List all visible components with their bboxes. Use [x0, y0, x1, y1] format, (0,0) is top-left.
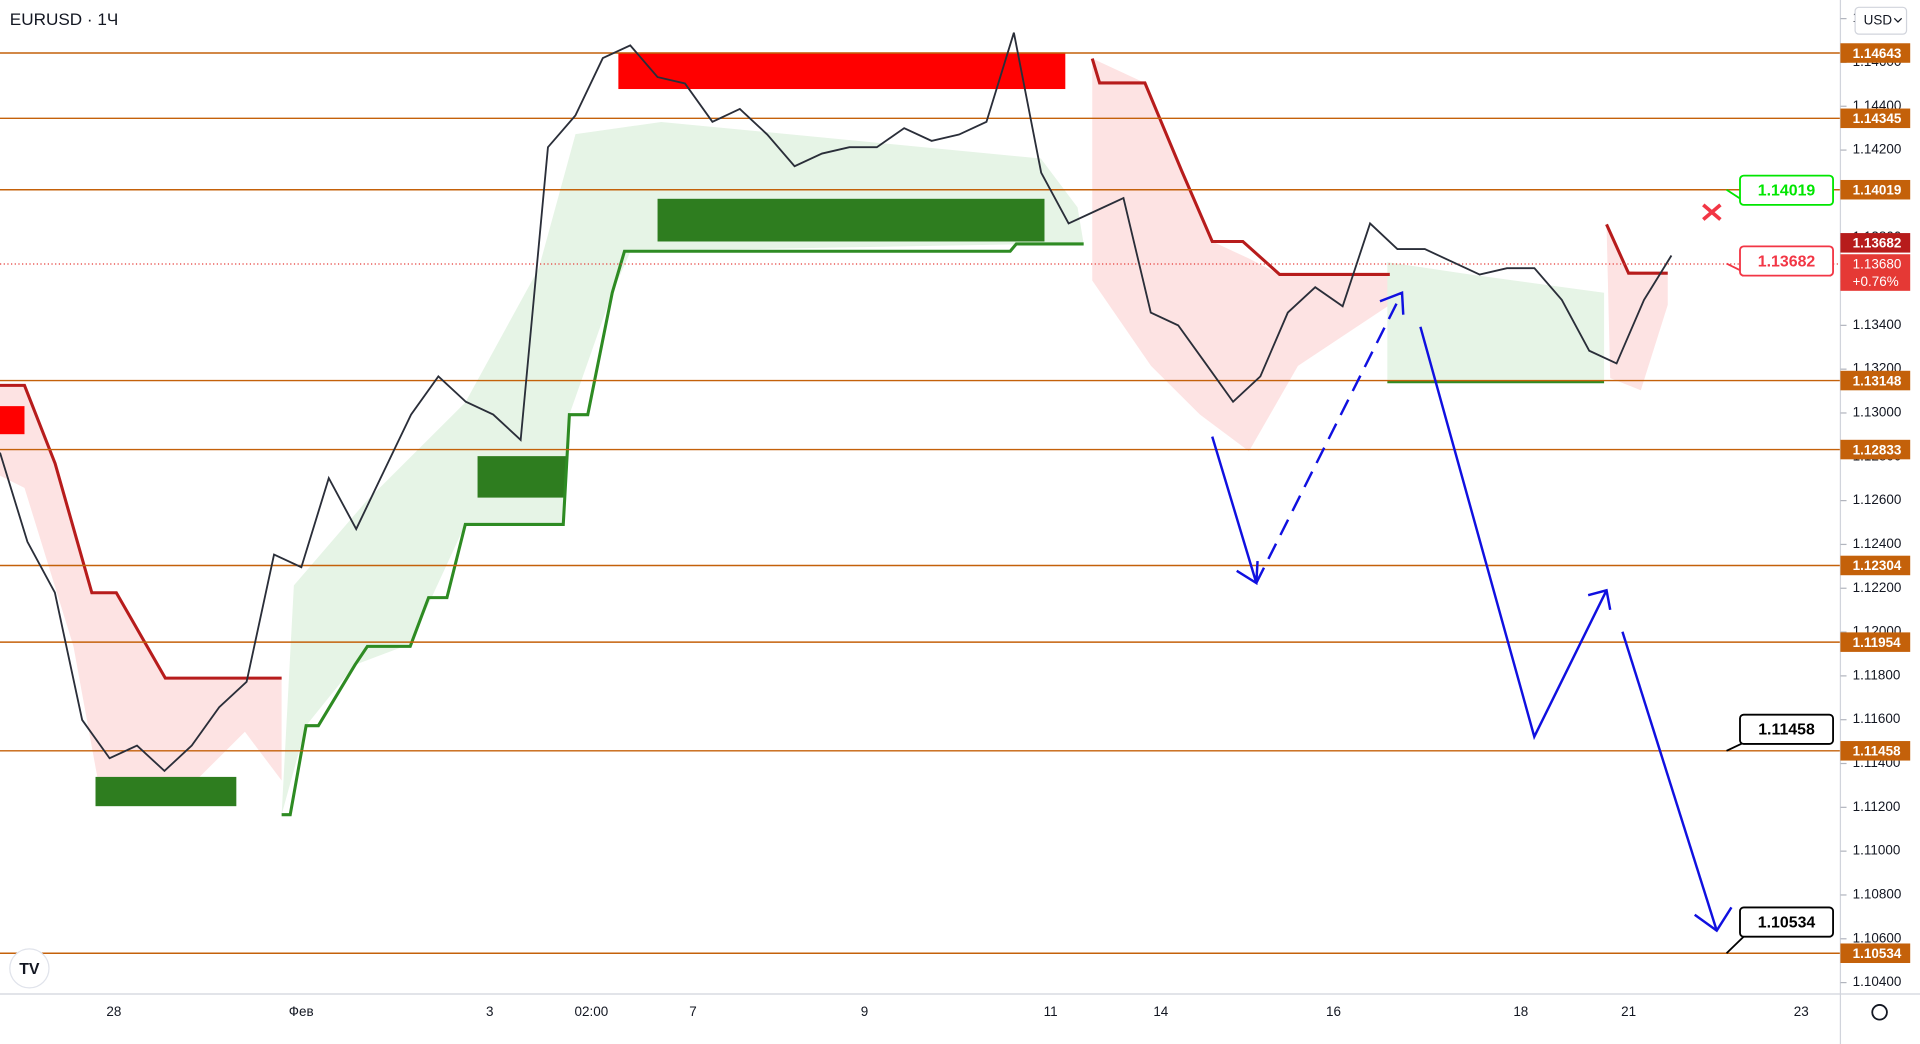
- callout-box: [1739, 713, 1834, 745]
- bear-zone: [1606, 224, 1668, 391]
- supply-box: [0, 406, 25, 435]
- x-tick-label: 14: [1153, 1004, 1169, 1019]
- callout-box: [1739, 245, 1834, 277]
- level-labels: 1.14643 1.14345 1.14019 1.13148 1.12833 1.123…: [1840, 43, 1911, 964]
- y-tick-label: 1.10400: [1853, 974, 1902, 989]
- x-tick-label: 21: [1621, 1004, 1636, 1019]
- level-label-bg: [1840, 108, 1911, 129]
- y-tick-label: 1.14200: [1853, 142, 1902, 157]
- arrow-head: [1379, 290, 1405, 315]
- level-label-bg: [1840, 943, 1911, 964]
- bear-zone: [1092, 58, 1390, 452]
- price-line: [0, 32, 1673, 773]
- y-tick-label: 1.13000: [1853, 405, 1902, 420]
- annotations: 1.14019 1.13682 1.11458 1.10534: [1725, 174, 1834, 954]
- trend-line: [281, 242, 1084, 817]
- currency-button[interactable]: [1854, 6, 1908, 35]
- level-label-bg: [1840, 555, 1911, 576]
- x-tick-label: 02:00: [575, 1004, 609, 1019]
- logo-text: TV: [19, 961, 40, 978]
- arrow: [1255, 292, 1404, 584]
- y-tick-label: 1.11600: [1853, 711, 1901, 726]
- level-label: 1.12304: [1853, 558, 1902, 573]
- stop-label-bg: [1840, 233, 1911, 253]
- callout-label: 1.10534: [1758, 914, 1816, 931]
- arrow-head: [1587, 588, 1612, 611]
- level-label-bg: [1840, 179, 1911, 200]
- bull-zone: [281, 121, 1084, 815]
- arrow: [1621, 631, 1718, 931]
- x-tick-label: Фев: [289, 1004, 314, 1019]
- y-tick-label: 1.11000: [1853, 843, 1901, 858]
- y-tick-label: 1.12200: [1853, 580, 1902, 595]
- demand-box: [477, 456, 566, 498]
- callout-label: 1.14019: [1758, 183, 1816, 200]
- price-grid: [0, 52, 1841, 954]
- level-label-bg: [1840, 439, 1911, 460]
- x-tick-label: 3: [486, 1004, 493, 1019]
- last-price-bg: [1840, 254, 1911, 291]
- y-tick-label: 1.12400: [1853, 536, 1902, 551]
- callout-box: [1739, 174, 1834, 206]
- arrow: [1211, 436, 1258, 584]
- cancel-mark: [1702, 203, 1722, 221]
- arrow-head: [1693, 906, 1733, 933]
- logo[interactable]: [9, 948, 50, 989]
- callout-box: [1739, 906, 1834, 938]
- y-tick-label: 1.11800: [1853, 667, 1901, 682]
- callout-label: 1.13682: [1758, 253, 1816, 270]
- time-axis: 28 Фев 3 02:00 7 9 11 14 16 18 21 23: [106, 1004, 1808, 1019]
- symbol-title: EURUSD · 1Ч: [10, 10, 118, 29]
- price-axis: 1.148001.146001.144001.142001.140001.138…: [1840, 10, 1901, 989]
- settings-icon[interactable]: [1871, 1004, 1888, 1021]
- y-tick-label: 1.12600: [1853, 492, 1902, 507]
- supply-box: [618, 52, 1066, 90]
- currency-label[interactable]: USD: [1864, 12, 1893, 27]
- zones: [0, 52, 1668, 817]
- x-tick-label: 11: [1044, 1004, 1058, 1019]
- price-series: [0, 32, 1673, 773]
- level-label: 1.10534: [1853, 946, 1902, 961]
- trend-line: [1090, 58, 1390, 276]
- y-tick-label: 1.10800: [1853, 887, 1902, 902]
- x-tick-label: 23: [1794, 1004, 1809, 1019]
- last-price-label: 1.13680: [1853, 257, 1902, 272]
- level-label-bg: [1840, 370, 1911, 391]
- level-label: 1.11458: [1853, 744, 1901, 759]
- level-label-bg: [1840, 632, 1911, 652]
- demand-box: [657, 198, 1045, 242]
- x-tick-label: 7: [689, 1004, 696, 1019]
- forecast-arrows: [1211, 203, 1733, 933]
- y-tick-label: 1.11200: [1853, 799, 1901, 814]
- level-label: 1.14019: [1853, 183, 1902, 198]
- bull-zone: [1387, 262, 1605, 381]
- x-tick-label: 18: [1513, 1004, 1528, 1019]
- level-label: 1.11954: [1853, 635, 1901, 650]
- callout-label: 1.11458: [1758, 722, 1815, 739]
- arrow: [1419, 326, 1608, 741]
- x-tick-label: 16: [1326, 1004, 1341, 1019]
- level-label-bg: [1840, 43, 1911, 63]
- level-label: 1.12833: [1853, 442, 1902, 457]
- x-tick-label: 9: [861, 1004, 868, 1019]
- y-tick-label: 1.13400: [1853, 317, 1902, 332]
- level-label: 1.14345: [1853, 111, 1902, 126]
- level-label: 1.14643: [1853, 46, 1902, 61]
- trend-line: [1605, 223, 1668, 275]
- x-tick-label: 28: [106, 1004, 121, 1019]
- demand-box: [95, 776, 237, 807]
- y-tick-label: 1.10600: [1853, 930, 1902, 945]
- bear-zone: [0, 385, 282, 793]
- trend-line: [0, 383, 282, 680]
- level-label: 1.13148: [1853, 373, 1902, 388]
- dropdown-icon: [1893, 17, 1903, 23]
- stop-label: 1.13682: [1853, 236, 1902, 251]
- level-label-bg: [1840, 741, 1911, 761]
- last-price-change: +0.76%: [1853, 274, 1899, 289]
